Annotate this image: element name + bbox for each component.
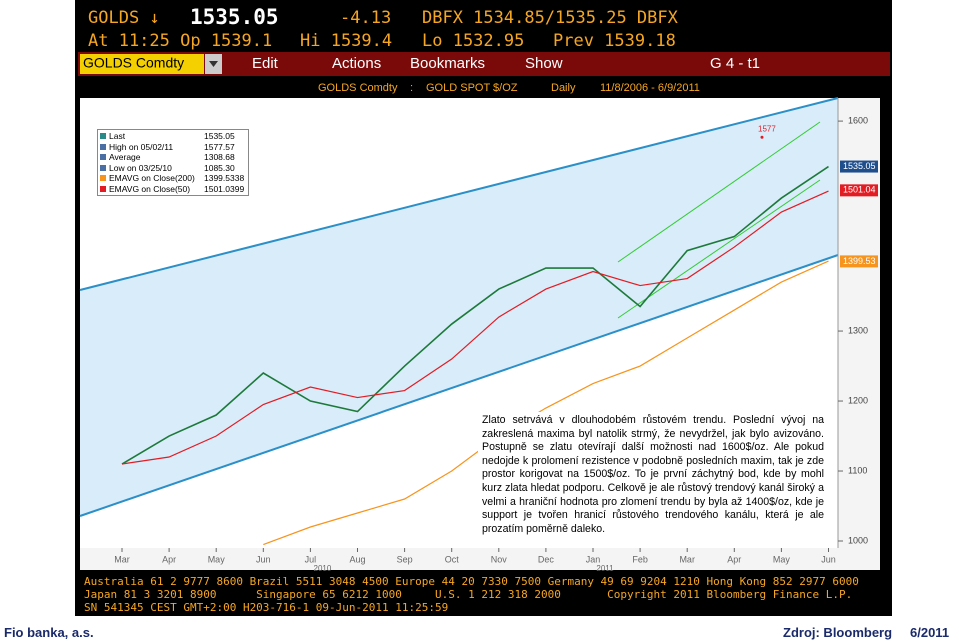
year-label: 2010	[314, 564, 332, 573]
bar-period: Daily	[551, 82, 576, 94]
x-tick-label: Sep	[397, 554, 413, 564]
footer-bg	[75, 572, 892, 616]
trend-channel	[80, 98, 838, 516]
footer-line: SN 541345 CEST GMT+2:00 H203-716-1 09-Ju…	[84, 601, 448, 614]
x-tick-label: Jul	[305, 554, 317, 564]
legend-row: EMAVG on Close(200) 1399.5338	[100, 173, 246, 184]
menu-item[interactable]: Actions	[332, 55, 381, 72]
x-tick-label: Mar	[114, 554, 130, 564]
x-tick-label: May	[208, 554, 226, 564]
security: GOLDS Comdty	[83, 55, 184, 71]
legend-label: Last	[109, 131, 126, 141]
legend: Last 1535.05 High on 05/02/11 1577.57 Averag…	[97, 129, 249, 196]
price-tag	[840, 160, 878, 173]
caption-date: 6/2011	[910, 625, 950, 640]
legend-swatch	[100, 133, 106, 140]
legend-row: EMAVG on Close(50) 1501.0399	[100, 184, 246, 195]
bar-sep: :	[410, 82, 413, 94]
y-tick-label: 1000	[848, 535, 868, 545]
legend-value: 1308.68	[204, 152, 235, 162]
x-tick-label: Feb	[632, 554, 648, 564]
year-label: 2011	[596, 564, 614, 573]
legend-row: Low on 03/25/10 1085.30	[100, 163, 246, 174]
x-tick-label: Aug	[349, 554, 365, 564]
annotation: Zlato setrvává v dlouhodobém růstovém tr…	[478, 412, 828, 539]
legend-value: 1535.05	[204, 131, 235, 141]
bar-range: 11/8/2006 - 6/9/2011	[600, 82, 700, 94]
legend-label: EMAVG on Close(200)	[109, 173, 195, 183]
menu-item[interactable]: Bookmarks	[410, 55, 485, 72]
high: Hi 1539.4	[300, 31, 392, 51]
channel-bottom	[79, 254, 839, 517]
channel-top	[79, 97, 839, 291]
x-tick-label: Apr	[162, 554, 176, 564]
y-tick-label: 1600	[848, 115, 868, 125]
x-tick-label: Jun	[256, 554, 271, 564]
ticker: GOLDS ↓	[88, 8, 160, 28]
x-tick-label: Apr	[727, 554, 741, 564]
x-tick-label: Mar	[679, 554, 695, 564]
bar-name: GOLD SPOT $/OZ	[426, 82, 518, 94]
legend-swatch	[100, 164, 106, 171]
legend-swatch	[100, 175, 106, 182]
price-tag-label: 1535.05	[843, 161, 876, 171]
y-tick-label: 1300	[848, 325, 868, 335]
menu-item[interactable]: Show	[525, 55, 563, 72]
open: At 11:25 Op 1539.1	[88, 31, 272, 51]
x-tick-label: Jan	[586, 554, 601, 564]
legend-swatch	[100, 143, 106, 150]
footer-line: Australia 61 2 9777 8600 Brazil 5511 304…	[84, 575, 859, 588]
price: 1535.05	[190, 5, 279, 29]
peak-mark	[760, 135, 764, 139]
prev: Prev 1539.18	[553, 31, 676, 51]
x-tick-label: Oct	[445, 554, 460, 564]
legend-value: 1501.0399	[204, 183, 245, 194]
legend-value: 1399.5338	[204, 173, 245, 183]
x-tick-label: Jun	[821, 554, 836, 564]
trend-line	[617, 121, 821, 263]
caption-source: Zdroj: Bloomberg	[783, 625, 893, 640]
x-tick-label: Nov	[491, 554, 508, 564]
quote: DBFX 1534.85/1535.25 DBFX	[422, 8, 679, 28]
price-tag-label: 1501.04	[843, 185, 876, 195]
legend-value: 1085.30	[204, 162, 235, 173]
price-tag-label: 1399.53	[843, 256, 876, 266]
legend-label: EMAVG on Close(50)	[109, 183, 191, 194]
page-id: G 4 - t1	[710, 55, 760, 72]
dropdown-arrow	[209, 61, 218, 67]
trend-line	[617, 179, 821, 319]
price-tag	[840, 184, 878, 197]
footer-line: Japan 81 3 3201 8900 Singapore 65 6212 1…	[84, 588, 852, 601]
legend-row: Last 1535.05	[100, 131, 246, 142]
series-line	[121, 165, 829, 465]
change: -4.13	[340, 8, 391, 28]
legend-swatch	[100, 185, 106, 192]
menu-item[interactable]: Edit	[252, 55, 279, 72]
bar-security: GOLDS Comdty	[318, 82, 398, 94]
series-line	[263, 260, 829, 546]
x-tick-label: May	[773, 554, 791, 564]
legend-label: High on 05/02/11	[109, 141, 174, 152]
peak-label: 1577	[758, 124, 776, 133]
legend-row: Average 1308.68	[100, 152, 246, 163]
legend-value: 1577.57	[204, 141, 235, 152]
x-tick-label: Dec	[538, 554, 555, 564]
legend-label: Average	[109, 152, 141, 162]
legend-swatch	[100, 154, 106, 161]
security-box[interactable]	[80, 54, 204, 74]
legend-row: High on 05/02/11 1577.57	[100, 142, 246, 153]
series-line	[121, 190, 829, 465]
caption-left: Fio banka, a.s.	[4, 625, 94, 640]
y-tick-label: 1100	[848, 465, 867, 475]
legend-label: Low on 03/25/10	[109, 162, 172, 173]
y-tick-label: 1200	[848, 395, 868, 405]
price-tag	[840, 255, 878, 268]
low: Lo 1532.95	[422, 31, 524, 51]
